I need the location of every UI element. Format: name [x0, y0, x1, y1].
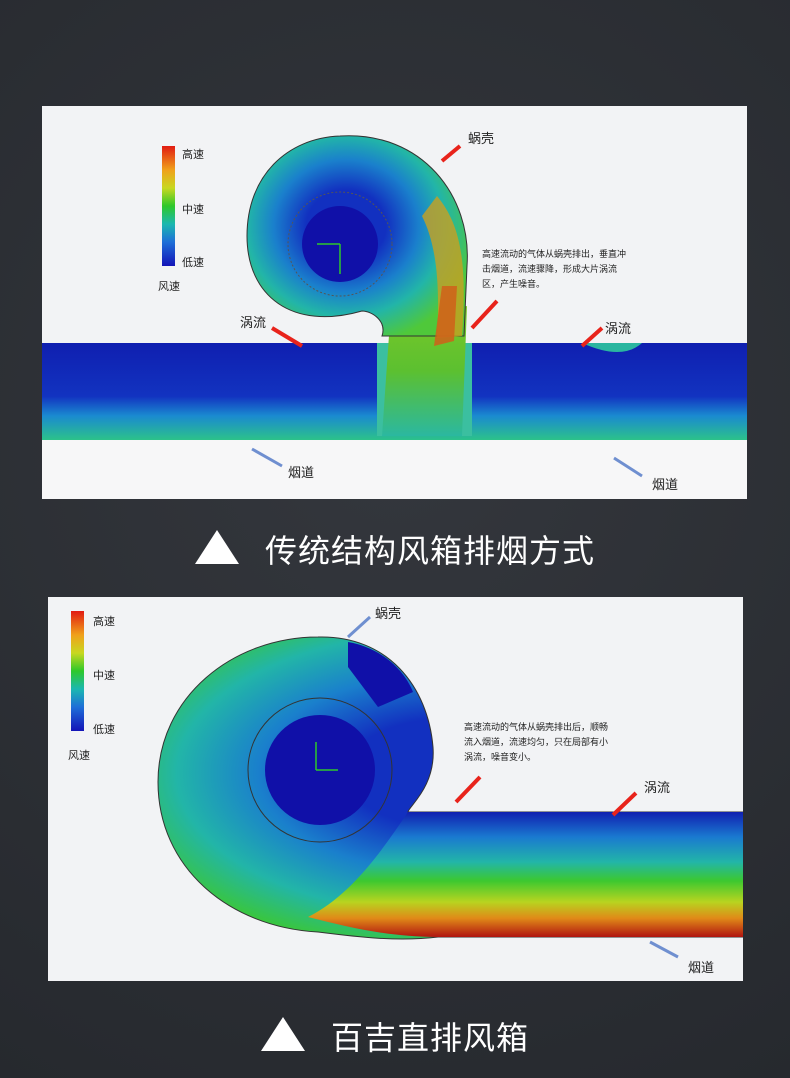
- legend-high: 高速: [93, 615, 115, 628]
- triangle-icon: [194, 530, 239, 564]
- explanation-note: 高速流动的气体从蜗壳排出后，顺畅流入烟道，流速均匀，只在局部有小涡流，噪音变小。: [464, 723, 609, 763]
- label-vortex-left: 涡流: [240, 316, 267, 331]
- label-volute: 蜗壳: [468, 132, 495, 147]
- legend-mid: 中速: [182, 203, 204, 216]
- direct-exhaust-cfd-diagram: [157, 615, 743, 959]
- arrow-flue-right: [613, 456, 643, 478]
- triangle-icon: [260, 1017, 305, 1051]
- legend-low: 低速: [93, 723, 115, 736]
- arrow-volute: [346, 615, 372, 639]
- label-flue-left: 烟道: [288, 466, 315, 481]
- caption-direct-text: 百吉直排风箱: [330, 1019, 529, 1057]
- legend-title: 风速: [68, 749, 90, 762]
- label-volute: 蜗壳: [375, 607, 402, 622]
- traditional-simulation-panel: 高速 中速 低速 风速 蜗壳 涡流 涡流 烟道 烟道 高速流动的气体从蜗壳排出，…: [42, 106, 747, 499]
- speed-legend-bar: [71, 611, 84, 731]
- arrow-vortex: [611, 791, 638, 817]
- legend-low: 低速: [182, 256, 204, 269]
- flue-duct: [308, 812, 743, 937]
- caption-direct: 百吉直排风箱: [0, 1013, 790, 1059]
- arrow-vortex-left: [270, 326, 304, 348]
- legend-mid: 中速: [93, 669, 115, 682]
- impeller: [287, 191, 393, 297]
- label-flue: 烟道: [688, 961, 715, 976]
- impeller: [247, 697, 393, 843]
- label-vortex: 涡流: [644, 781, 671, 796]
- arrow-note: [470, 299, 499, 330]
- arrow-flue: [649, 940, 679, 959]
- arrow-flue-left: [251, 447, 283, 468]
- direct-exhaust-simulation-panel: 高速 中速 低速 风速 蜗壳 涡流 烟道 高速流动的气体从蜗壳排出后，顺畅流入烟…: [48, 597, 743, 981]
- caption-traditional: 传统结构风箱排烟方式: [0, 526, 790, 572]
- arrow-vortex-right: [580, 326, 604, 348]
- legend-title: 风速: [158, 280, 180, 293]
- arrow-volute: [440, 144, 462, 163]
- arrow-note: [454, 775, 482, 804]
- label-vortex-right: 涡流: [605, 322, 632, 337]
- speed-legend-bar: [162, 146, 175, 266]
- explanation-note: 高速流动的气体从蜗壳排出，垂直冲击烟道，流速骤降，形成大片涡流区，产生噪音。: [482, 250, 627, 290]
- caption-traditional-text: 传统结构风箱排烟方式: [264, 532, 595, 570]
- label-flue-right: 烟道: [652, 478, 679, 493]
- traditional-cfd-diagram: [42, 135, 747, 499]
- legend-high: 高速: [182, 148, 204, 161]
